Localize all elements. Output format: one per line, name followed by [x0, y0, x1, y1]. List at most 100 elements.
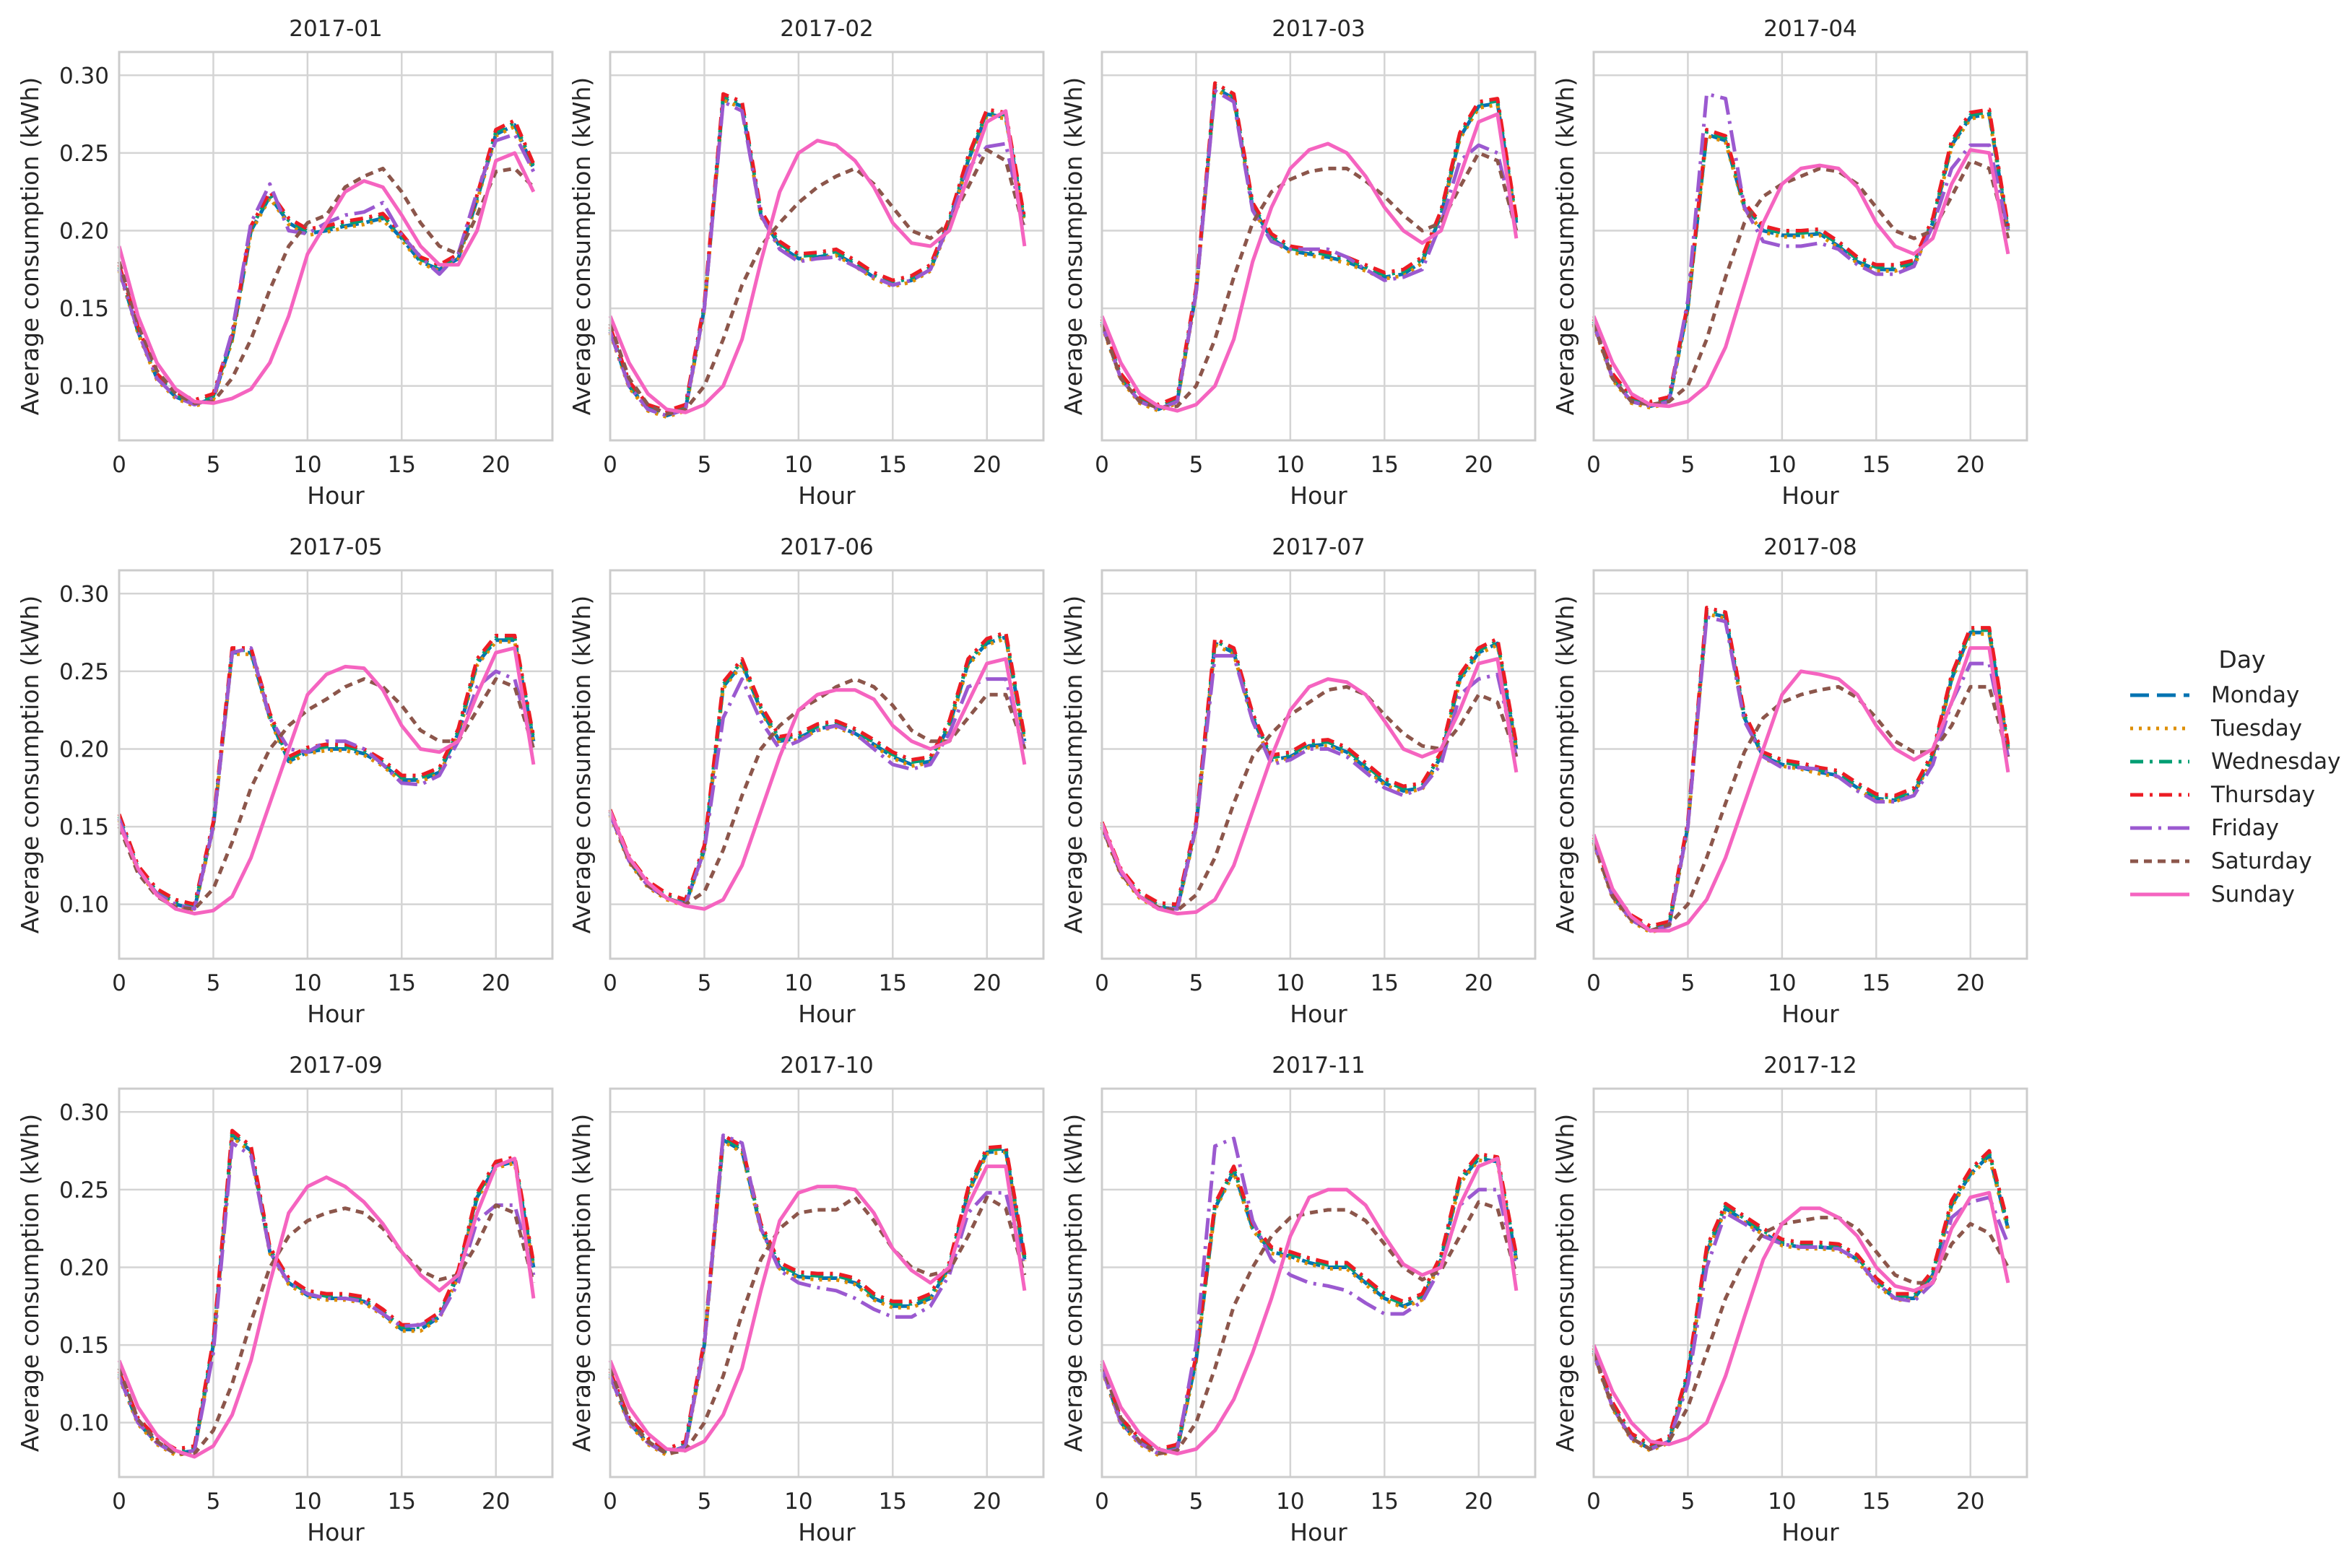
y-tick-label: 0.30: [59, 63, 109, 89]
series-line-thursday: [117, 1128, 536, 1451]
plot-area: [119, 52, 552, 440]
series-line-sunday: [1592, 1190, 2010, 1447]
x-axis-label: Hour: [798, 1000, 856, 1028]
x-tick-label: 10: [784, 970, 812, 996]
x-tick-label: 15: [1371, 452, 1399, 478]
x-axis-label: Hour: [798, 1518, 856, 1546]
facet-panel: 2017-03 0 5 10 15 20 Hour Average consumption (…: [1059, 16, 1537, 510]
series-line-saturday: [1592, 159, 2010, 406]
panel-frame: [609, 1087, 1045, 1478]
x-tick-label: 0: [112, 452, 126, 478]
x-tick-label: 15: [1862, 452, 1890, 478]
y-axis-label: Average consumption (kWh): [16, 1114, 44, 1452]
series-line-friday: [1592, 615, 2010, 933]
y-axis-label: Average consumption (kWh): [1551, 77, 1579, 416]
y-axis-label: Average consumption (kWh): [1059, 77, 1087, 416]
x-tick-label: 5: [1189, 970, 1204, 996]
plot-area: [1102, 52, 1535, 440]
x-tick-label: 5: [1681, 970, 1695, 996]
facet-panel: 2017-06 0 5 10 15 20 Hour Average consumption (…: [568, 534, 1045, 1028]
series-line-saturday: [608, 677, 1027, 907]
x-tick-label: 15: [879, 970, 907, 996]
y-axis-label: Average consumption (kWh): [16, 77, 44, 416]
series-line-wednesday: [1592, 608, 2010, 931]
panel-title: 2017-07: [1272, 534, 1365, 560]
series-line-saturday: [608, 1195, 1027, 1456]
x-axis-label: Hour: [1781, 1518, 1839, 1546]
x-tick-label: 5: [1189, 1489, 1204, 1515]
x-tick-label: 20: [1956, 970, 1984, 996]
series-line-wednesday: [1100, 83, 1519, 409]
panel-title: 2017-05: [289, 534, 383, 560]
y-axis-label: Average consumption (kWh): [568, 596, 596, 934]
x-tick-label: 20: [1464, 452, 1493, 478]
legend-label-sunday: Sunday: [2211, 881, 2295, 907]
series-line-sunday: [1592, 148, 2010, 409]
facet-panel: 2017-02 0 5 10 15 20 Hour Average consumption (…: [568, 16, 1045, 510]
x-tick-label: 15: [879, 1489, 907, 1515]
plot-area: [119, 570, 552, 959]
y-axis-label: Average consumption (kWh): [1059, 1114, 1087, 1452]
x-tick-label: 10: [1768, 1489, 1796, 1515]
x-tick-label: 15: [1862, 970, 1890, 996]
y-tick-label: 0.15: [59, 296, 109, 322]
plot-area: [1594, 1089, 2027, 1477]
facet-panel: 2017-08 0 5 10 15 20 Hour Average consumption (…: [1551, 534, 2028, 1028]
x-tick-label: 20: [1464, 970, 1493, 996]
panel-title: 2017-03: [1272, 16, 1365, 42]
series-line-thursday: [1592, 606, 2010, 928]
series-line-saturday: [117, 1203, 536, 1456]
panel-frame: [1100, 569, 1537, 960]
legend-label-thursday: Thursday: [2210, 782, 2315, 808]
x-tick-label: 10: [1276, 452, 1304, 478]
x-tick-label: 20: [482, 1489, 510, 1515]
series-line-sunday: [1100, 657, 1519, 916]
series-line-friday: [1100, 89, 1519, 411]
facet-panel: 2017-01 0 5 10 15 20 Hour 0.10 0.15 0.20 0.25 0.30 A…: [16, 16, 554, 510]
panel-title: 2017-08: [1763, 534, 1857, 560]
plot-area: [1102, 570, 1535, 959]
series-line-wednesday: [1100, 1154, 1519, 1453]
x-tick-label: 0: [603, 970, 617, 996]
series-line-wednesday: [117, 636, 536, 909]
y-tick-label: 0.10: [59, 892, 109, 918]
plot-area: [1594, 570, 2027, 959]
x-axis-label: Hour: [1781, 482, 1839, 510]
x-tick-label: 5: [698, 1489, 712, 1515]
x-tick-label: 10: [1768, 970, 1796, 996]
y-axis-label: Average consumption (kWh): [568, 1114, 596, 1452]
x-tick-label: 15: [388, 1489, 416, 1515]
panel-title: 2017-04: [1763, 16, 1857, 42]
panel-title: 2017-06: [780, 534, 874, 560]
series-line-sunday: [117, 1157, 536, 1459]
series-line-saturday: [117, 677, 536, 911]
panel-title: 2017-12: [1763, 1053, 1857, 1079]
legend: Day Monday Tuesday Wednesday Thursday Friday S…: [2130, 645, 2340, 907]
series-line-sunday: [1100, 1157, 1519, 1456]
x-tick-label: 20: [973, 1489, 1001, 1515]
x-tick-label: 20: [482, 970, 510, 996]
plot-area: [610, 52, 1043, 440]
facet-panel: 2017-05 0 5 10 15 20 Hour 0.10 0.15 0.20 0.25 0.30 A…: [16, 534, 554, 1028]
y-tick-label: 0.20: [59, 218, 109, 244]
series-line-friday: [1592, 92, 2010, 409]
panel-frame: [118, 51, 554, 442]
x-tick-label: 15: [388, 452, 416, 478]
panel-frame: [1592, 1087, 2028, 1478]
x-tick-label: 20: [1956, 1489, 1984, 1515]
series-line-thursday: [117, 633, 536, 907]
panel-frame: [118, 1087, 554, 1478]
x-axis-label: Hour: [307, 1518, 365, 1546]
series-line-sunday: [1592, 646, 2010, 933]
facet-panel: 2017-12 0 5 10 15 20 Hour Average consumption (…: [1551, 1053, 2028, 1546]
series-line-thursday: [608, 92, 1027, 413]
y-axis-label: Average consumption (kWh): [1059, 596, 1087, 934]
legend-label-monday: Monday: [2211, 682, 2299, 708]
x-tick-label: 10: [293, 452, 321, 478]
y-tick-label: 0.15: [59, 1333, 109, 1359]
panel-title: 2017-01: [289, 16, 383, 42]
x-tick-label: 20: [482, 452, 510, 478]
series-line-saturday: [1100, 684, 1519, 913]
x-tick-label: 10: [1768, 452, 1796, 478]
x-tick-label: 20: [973, 970, 1001, 996]
